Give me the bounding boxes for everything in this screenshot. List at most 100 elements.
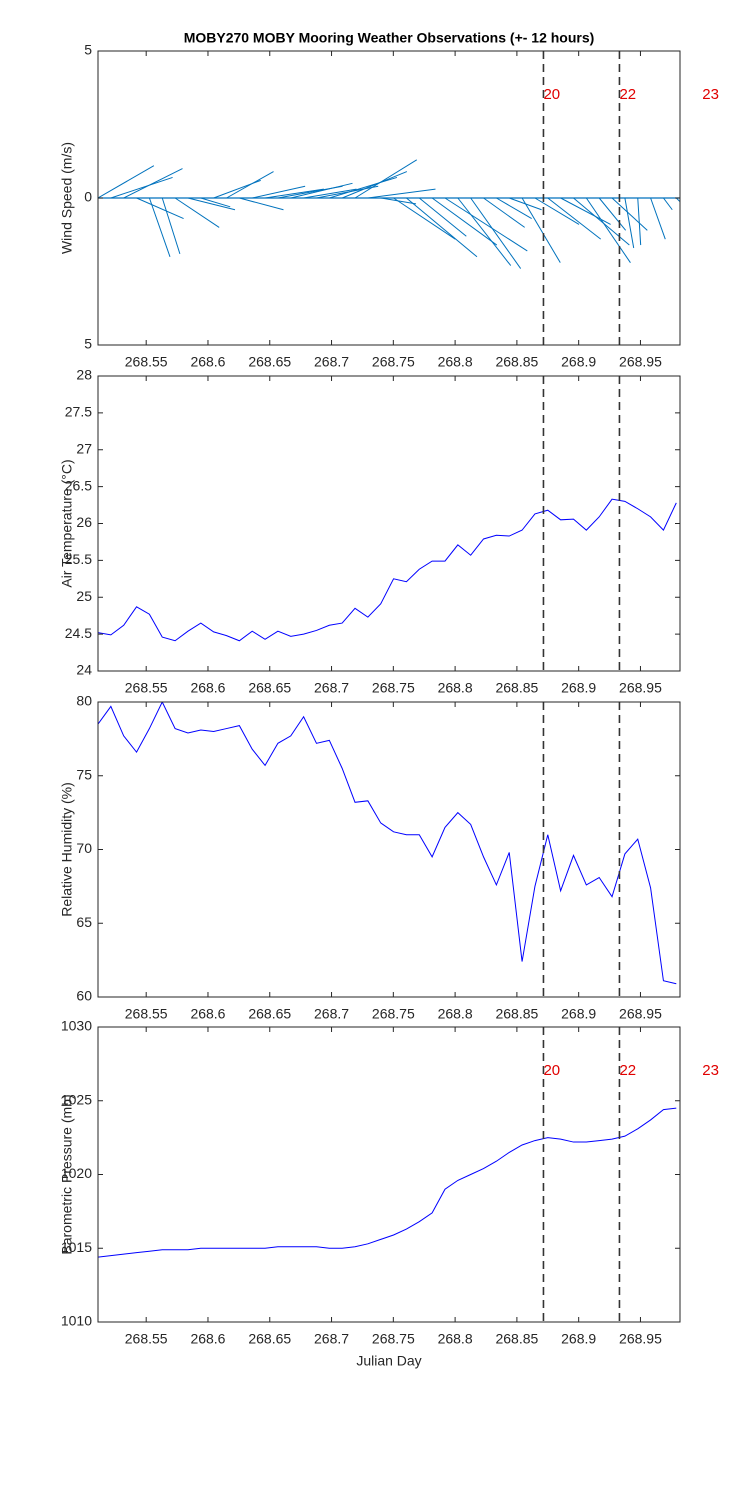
axes-background — [98, 1027, 680, 1322]
axes-box — [97, 50, 681, 346]
wind-stick — [547, 197, 602, 240]
wind-stick — [264, 188, 324, 199]
y-axis-label: Air Temperature (°C) — [59, 459, 75, 587]
x-tick-label: 268.7 — [314, 1331, 349, 1347]
y-axis-label: Wind Speed (m/s) — [59, 142, 75, 254]
x-tick-label: 268.55 — [125, 1006, 168, 1022]
data-line — [98, 1107, 677, 1258]
wind-stick — [521, 197, 561, 263]
x-tick-label: 268.95 — [619, 680, 662, 696]
wind-stick — [585, 197, 631, 263]
wind-stick — [329, 176, 398, 199]
axes-background — [98, 702, 680, 997]
y-tick-label: 70 — [76, 840, 92, 856]
y-tick-label: 5 — [84, 42, 92, 58]
x-tick-label: 268.85 — [495, 1331, 538, 1347]
wind-stick — [406, 197, 478, 258]
axes-box — [97, 375, 681, 672]
wind-stick — [226, 171, 274, 199]
wind-stick — [354, 159, 418, 199]
wind-stick — [637, 197, 642, 246]
wind-stick — [534, 197, 580, 225]
plot-area — [98, 159, 680, 269]
wind-stick — [663, 197, 673, 211]
x-tick-label: 268.9 — [561, 354, 596, 370]
wind-stick — [290, 182, 353, 199]
wind-stick — [444, 197, 528, 252]
y-tick-label: 27 — [76, 440, 92, 456]
wind-stick — [123, 168, 183, 199]
event-label: 20 — [543, 1062, 560, 1079]
wind-stick — [418, 197, 467, 237]
event-label: 22 — [619, 1062, 636, 1079]
x-tick-label: 268.55 — [125, 680, 168, 696]
y-tick-label: 24 — [76, 662, 92, 678]
x-tick-label: 268.65 — [248, 680, 291, 696]
y-tick-label: 25.5 — [65, 551, 92, 567]
wind-stick — [393, 197, 456, 240]
wind-stick — [110, 176, 173, 199]
y-tick-label: 75 — [76, 766, 92, 782]
axes-background — [98, 376, 680, 671]
plot-area — [98, 1107, 677, 1258]
y-tick-label: 28 — [76, 367, 92, 383]
x-tick-label: 268.9 — [561, 1331, 596, 1347]
x-tick-label: 268.6 — [190, 1331, 225, 1347]
x-tick-label: 268.7 — [314, 1006, 349, 1022]
x-tick-label: 268.75 — [372, 354, 415, 370]
plot-area — [98, 498, 677, 642]
x-tick-label: 268.85 — [495, 1006, 538, 1022]
event-label: 20 — [543, 86, 560, 103]
wind-stick — [98, 165, 155, 199]
event-label: 23 — [702, 86, 719, 103]
wind-stick — [200, 197, 231, 208]
wind-stick — [187, 197, 236, 211]
y-tick-label: 1030 — [61, 1018, 92, 1034]
y-tick-label: 24.5 — [65, 625, 92, 641]
y-tick-label: 60 — [76, 988, 92, 1004]
x-tick-label: 268.55 — [125, 354, 168, 370]
x-tick-label: 268.75 — [372, 680, 415, 696]
wind-stick — [457, 197, 512, 266]
x-tick-label: 268.9 — [561, 1006, 596, 1022]
x-tick-label: 268.95 — [619, 354, 662, 370]
x-tick-label: 268.6 — [190, 354, 225, 370]
x-tick-label: 268.8 — [438, 680, 473, 696]
wind-stick — [239, 197, 284, 211]
y-tick-label: 27.5 — [65, 404, 92, 420]
wind-stick — [367, 188, 436, 199]
figure-title: MOBY270 MOBY Mooring Weather Observation… — [184, 30, 595, 46]
y-tick-label: 1015 — [61, 1239, 92, 1255]
event-label: 23 — [702, 1062, 719, 1079]
x-tick-label: 268.8 — [438, 1006, 473, 1022]
wind-stick — [136, 197, 184, 220]
y-tick-label: 1025 — [61, 1091, 92, 1107]
wind-stick — [650, 197, 666, 240]
x-tick-label: 268.7 — [314, 354, 349, 370]
x-tick-label: 268.65 — [248, 354, 291, 370]
axes-box — [97, 1026, 681, 1323]
wind-stick — [675, 197, 680, 203]
plot-area — [98, 702, 677, 985]
wind-stick — [174, 197, 220, 228]
x-tick-label: 268.95 — [619, 1331, 662, 1347]
x-tick-label: 268.75 — [372, 1331, 415, 1347]
x-tick-label: 268.8 — [438, 354, 473, 370]
x-tick-label: 268.8 — [438, 1331, 473, 1347]
y-tick-label: 1010 — [61, 1313, 92, 1329]
y-tick-label: 5 — [84, 336, 92, 352]
wind-stick — [598, 197, 627, 231]
x-tick-label: 268.65 — [248, 1331, 291, 1347]
y-axis-label: Relative Humidity (%) — [59, 782, 75, 917]
wind-stick — [303, 188, 357, 199]
wind-stick — [252, 185, 306, 199]
x-tick-label: 268.85 — [495, 354, 538, 370]
y-tick-label: 0 — [84, 189, 92, 205]
wind-stick — [470, 197, 522, 269]
y-tick-label: 25 — [76, 588, 92, 604]
x-tick-label: 268.65 — [248, 1006, 291, 1022]
x-tick-label: 268.75 — [372, 1006, 415, 1022]
y-axis-label: Barometric Pressure (mb) — [59, 1094, 75, 1254]
x-tick-label: 268.9 — [561, 680, 596, 696]
